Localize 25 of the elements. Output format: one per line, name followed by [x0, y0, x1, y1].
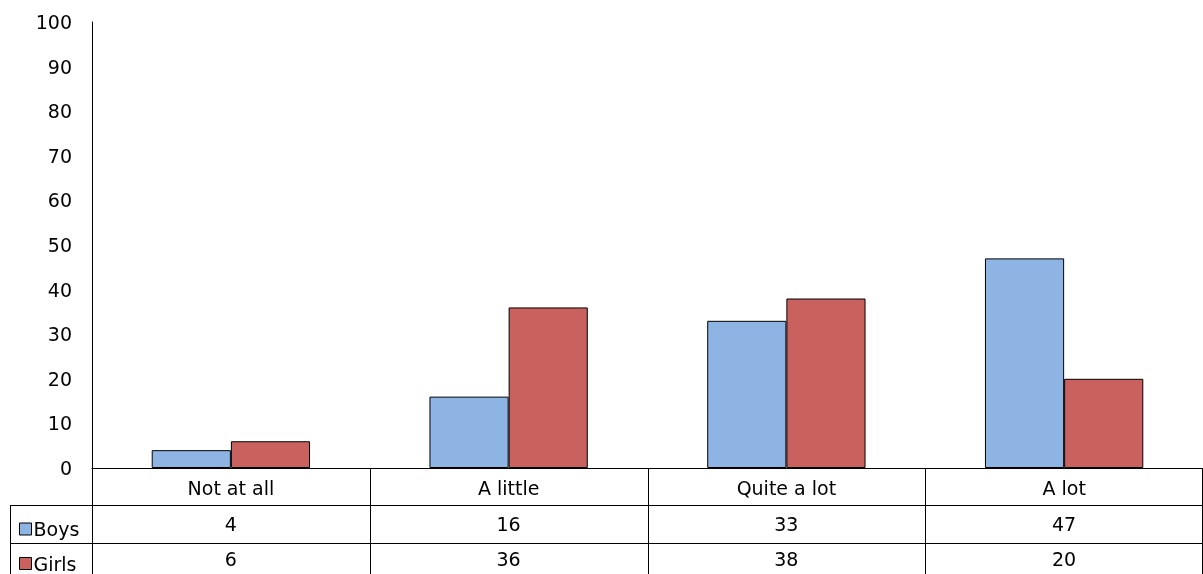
y-tick-label: 30 [47, 323, 72, 346]
x-tick-label: A little [477, 476, 540, 499]
x-tick-label: Not at all [187, 476, 275, 499]
y-tick-label: 100 [35, 11, 72, 33]
data-label: 4 [223, 513, 238, 535]
data-label: 33 [773, 513, 800, 535]
legend-label: Girls [33, 552, 77, 574]
data-label: 20 [1051, 547, 1078, 570]
y-tick-label: 10 [47, 412, 72, 435]
y-tick-label: 40 [47, 278, 72, 301]
y-tick-label: 0 [59, 457, 72, 479]
data-label: 38 [773, 547, 800, 570]
data-label: 6 [223, 547, 238, 570]
y-tick-label: 90 [47, 55, 72, 78]
y-tick-label: 50 [47, 234, 72, 256]
data-label: 36 [495, 547, 522, 570]
data-label: 16 [495, 513, 522, 535]
x-tick-label: A lot [1042, 476, 1086, 499]
y-tick-label: 20 [47, 367, 72, 390]
data-label: 47 [1051, 513, 1078, 535]
y-tick-label: 60 [47, 189, 72, 212]
y-tick-label: 80 [47, 100, 72, 123]
y-tick-label: 70 [47, 144, 72, 167]
legend-label: Boys [33, 518, 80, 540]
x-tick-label: Quite a lot [736, 476, 837, 499]
